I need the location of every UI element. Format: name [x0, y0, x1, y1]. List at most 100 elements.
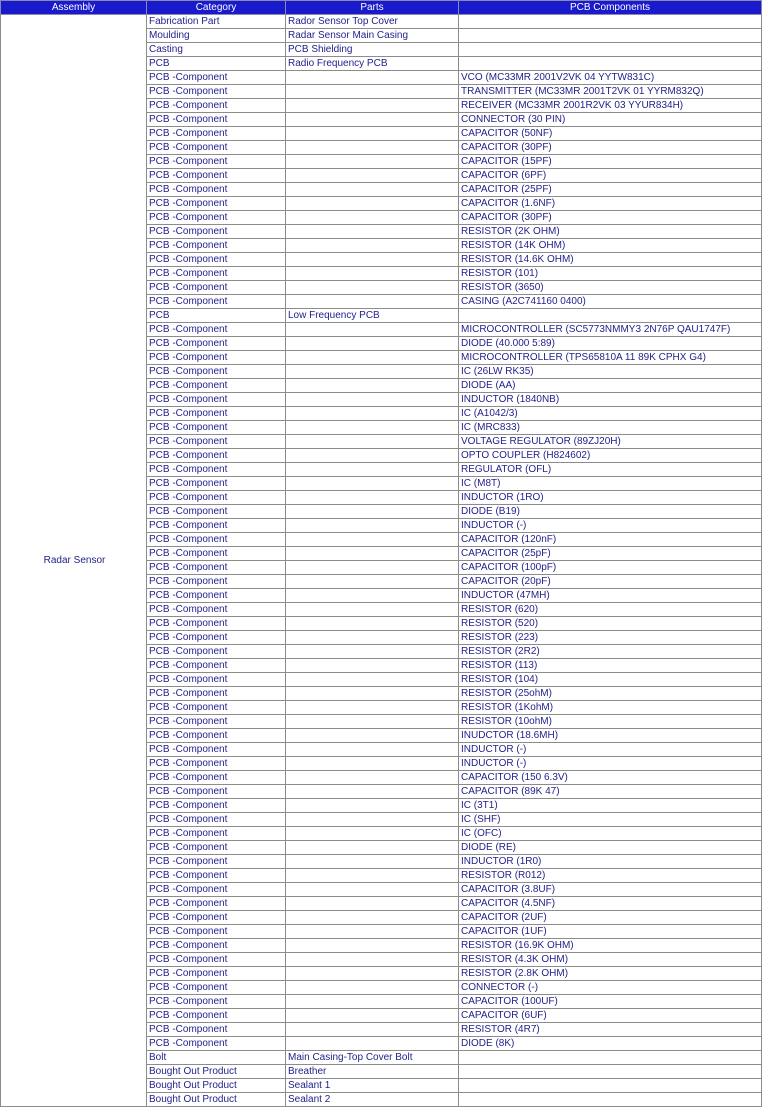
- pcb-component-cell: [458, 56, 762, 71]
- pcb-component-cell: [458, 308, 762, 323]
- parts-cell: [285, 322, 459, 337]
- category-cell: PCB -Component: [146, 868, 286, 883]
- category-cell: PCB -Component: [146, 182, 286, 197]
- header-parts: Parts: [285, 0, 459, 15]
- table-row: Bolt Main Casing-Top Cover Bolt: [1, 1050, 762, 1065]
- table-row: PCB Radio Frequency PCB: [1, 56, 762, 71]
- pcb-component-cell: CAPACITOR (30PF): [458, 140, 762, 155]
- category-cell: PCB -Component: [146, 896, 286, 911]
- parts-cell: [285, 882, 459, 897]
- category-cell: PCB -Component: [146, 980, 286, 995]
- parts-cell: [285, 966, 459, 981]
- parts-cell: [285, 434, 459, 449]
- pcb-component-cell: IC (OFC): [458, 826, 762, 841]
- parts-cell: [285, 896, 459, 911]
- parts-cell: [285, 252, 459, 267]
- parts-cell: [285, 392, 459, 407]
- pcb-component-cell: [458, 1092, 762, 1107]
- category-cell: PCB -Component: [146, 742, 286, 757]
- pcb-component-cell: INDUCTOR (1R0): [458, 854, 762, 869]
- pcb-component-cell: CAPACITOR (25PF): [458, 182, 762, 197]
- category-cell: PCB -Component: [146, 1022, 286, 1037]
- pcb-component-cell: RESISTOR (2K OHM): [458, 224, 762, 239]
- category-cell: PCB -Component: [146, 98, 286, 113]
- category-cell: PCB -Component: [146, 644, 286, 659]
- table-row: PCB -Component MICROCONTROLLER (TPS65810A…: [1, 350, 762, 365]
- category-cell: PCB -Component: [146, 378, 286, 393]
- parts-cell: [285, 182, 459, 197]
- table-row: Bought Out Product Sealant 2: [1, 1092, 762, 1107]
- table-row: PCB -Component RESISTOR (16.9K OHM): [1, 938, 762, 953]
- category-cell: Fabrication Part: [146, 14, 286, 29]
- table-row: PCB -Component INDUCTOR (1RO): [1, 490, 762, 505]
- category-cell: PCB -Component: [146, 238, 286, 253]
- parts-cell: [285, 112, 459, 127]
- assembly-cell: Radar Sensor: [0, 14, 147, 1107]
- parts-cell: Main Casing-Top Cover Bolt: [285, 1050, 459, 1065]
- category-cell: PCB -Component: [146, 574, 286, 589]
- pcb-component-cell: CAPACITOR (20pF): [458, 574, 762, 589]
- header-assembly: Assembly: [0, 0, 147, 15]
- category-cell: PCB -Component: [146, 826, 286, 841]
- category-cell: PCB -Component: [146, 294, 286, 309]
- pcb-component-cell: RESISTOR (10ohM): [458, 714, 762, 729]
- category-cell: PCB -Component: [146, 448, 286, 463]
- pcb-component-cell: MICROCONTROLLER (SC5773NMMY3 2N76P QAU17…: [458, 322, 762, 337]
- category-cell: PCB -Component: [146, 784, 286, 799]
- category-cell: PCB -Component: [146, 224, 286, 239]
- category-cell: PCB -Component: [146, 504, 286, 519]
- parts-cell: [285, 1008, 459, 1023]
- category-cell: Moulding: [146, 28, 286, 43]
- parts-cell: [285, 952, 459, 967]
- header-category: Category: [146, 0, 286, 15]
- parts-cell: [285, 210, 459, 225]
- parts-cell: [285, 700, 459, 715]
- parts-cell: [285, 1022, 459, 1037]
- table-row: PCB -Component IC (OFC): [1, 826, 762, 841]
- table-row: PCB -Component CAPACITOR (25PF): [1, 182, 762, 197]
- table-row: PCB -Component RESISTOR (14.6K OHM): [1, 252, 762, 267]
- category-cell: PCB -Component: [146, 196, 286, 211]
- parts-cell: [285, 980, 459, 995]
- category-cell: PCB -Component: [146, 1036, 286, 1051]
- category-cell: PCB -Component: [146, 532, 286, 547]
- parts-cell: [285, 826, 459, 841]
- parts-cell: [285, 588, 459, 603]
- table-row: PCB -Component CAPACITOR (50NF): [1, 126, 762, 141]
- parts-cell: [285, 98, 459, 113]
- parts-cell: [285, 672, 459, 687]
- table-row: Radar Sensor Fabrication Part Rador Sensor…: [0, 14, 762, 1107]
- category-cell: PCB -Component: [146, 798, 286, 813]
- parts-cell: Breather: [285, 1064, 459, 1079]
- pcb-component-cell: DIODE (40.000 5:89): [458, 336, 762, 351]
- pcb-component-cell: [458, 14, 762, 29]
- category-cell: PCB -Component: [146, 588, 286, 603]
- pcb-component-cell: MICROCONTROLLER (TPS65810A 11 89K CPHX G…: [458, 350, 762, 365]
- pcb-component-cell: DIODE (B19): [458, 504, 762, 519]
- pcb-component-cell: [458, 1078, 762, 1093]
- parts-cell: Low Frequency PCB: [285, 308, 459, 323]
- parts-cell: [285, 770, 459, 785]
- pcb-component-cell: CAPACITOR (89K 47): [458, 784, 762, 799]
- category-cell: PCB -Component: [146, 938, 286, 953]
- category-cell: PCB -Component: [146, 420, 286, 435]
- category-cell: PCB -Component: [146, 728, 286, 743]
- pcb-component-cell: INDUCTOR (-): [458, 518, 762, 533]
- parts-cell: [285, 70, 459, 85]
- parts-cell: PCB Shielding: [285, 42, 459, 57]
- category-cell: PCB -Component: [146, 602, 286, 617]
- parts-cell: [285, 658, 459, 673]
- pcb-component-cell: CAPACITOR (15PF): [458, 154, 762, 169]
- table-row: PCB -Component CAPACITOR (6UF): [1, 1008, 762, 1023]
- table-row: PCB -Component RESISTOR (620): [1, 602, 762, 617]
- table-body: Radar Sensor Fabrication Part Rador Sensor…: [0, 14, 762, 1107]
- table-row: PCB -Component CAPACITOR (120nF): [1, 532, 762, 547]
- category-cell: PCB -Component: [146, 266, 286, 281]
- pcb-component-cell: OPTO COUPLER (H824602): [458, 448, 762, 463]
- parts-cell: [285, 504, 459, 519]
- category-cell: PCB -Component: [146, 994, 286, 1009]
- pcb-component-cell: RESISTOR (104): [458, 672, 762, 687]
- category-cell: PCB -Component: [146, 1008, 286, 1023]
- table-row: PCB -Component INDUCTOR (1R0): [1, 854, 762, 869]
- parts-cell: Radio Frequency PCB: [285, 56, 459, 71]
